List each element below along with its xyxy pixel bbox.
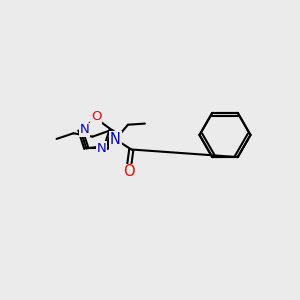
Text: N: N [96,142,106,155]
Text: N: N [80,123,90,136]
Text: O: O [123,164,135,179]
Text: O: O [91,110,101,124]
Text: N: N [110,132,121,147]
